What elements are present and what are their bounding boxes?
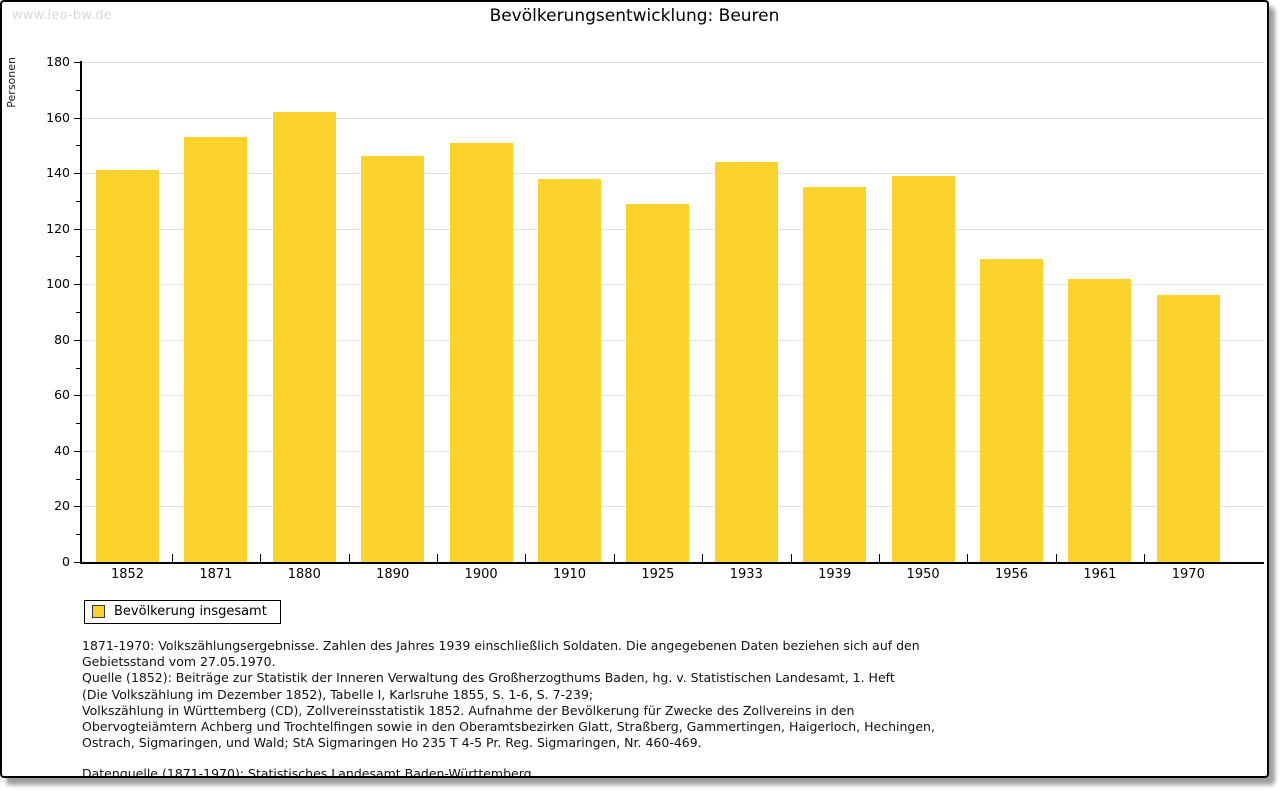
- bar-1970: [1156, 295, 1220, 562]
- x-axis-label-1890: 1890: [376, 567, 410, 582]
- x-axis-label-1933: 1933: [729, 567, 763, 582]
- bar-1900: [449, 142, 513, 562]
- gridline: [82, 173, 1264, 175]
- x-axis-label-1961: 1961: [1083, 567, 1117, 582]
- bar-1871: [184, 137, 248, 562]
- footnote-line: Gebietsstand vom 27.05.1970.: [82, 654, 276, 670]
- bar-1950: [891, 175, 955, 562]
- x-axis-label-1852: 1852: [110, 567, 145, 582]
- x-axis-label-1925: 1925: [641, 567, 675, 582]
- legend-label: Bevölkerung insgesamt: [114, 604, 267, 619]
- footnote-lines: 1871-1970: Volkszählungsergebnisse. Zahl…: [82, 638, 962, 751]
- bar-1956: [980, 259, 1043, 562]
- y-axis-tick: [74, 450, 80, 452]
- y-axis-tick: [74, 284, 80, 286]
- y-axis-minor-tick: [76, 312, 80, 313]
- x-axis-line: [80, 562, 1264, 564]
- y-axis-tick-label: 20: [54, 498, 70, 514]
- footnote-line: 1871-1970: Volkszählungsergebnisse. Zahl…: [82, 638, 920, 653]
- bar-1910: [538, 178, 601, 562]
- x-axis-label-1880: 1880: [287, 567, 321, 582]
- footnote-line: Quelle (1852): Beiträge zur Statistik de…: [82, 670, 895, 686]
- x-axis-tick: [878, 554, 880, 562]
- bar-1925: [626, 203, 690, 562]
- x-axis-tick: [348, 554, 350, 562]
- x-axis-label-1956: 1956: [994, 567, 1029, 582]
- y-axis-minor-tick: [76, 256, 80, 258]
- x-axis-tick: [260, 554, 262, 562]
- footnotes: 1871-1970: Volkszählungsergebnisse. Zahl…: [82, 638, 962, 778]
- y-axis-tick-label: 120: [46, 220, 70, 236]
- bar-1880: [272, 112, 336, 562]
- footnote-line: Obervogteiämtern Achberg und Trochtelfin…: [82, 719, 935, 735]
- x-axis-tick: [613, 554, 615, 562]
- y-axis-tick-label: 80: [54, 331, 70, 347]
- legend: Bevölkerung insgesamt: [84, 600, 281, 624]
- plot-area: 0 20 40 60 80 100 120 140 160 180: [46, 54, 1264, 569]
- chart-page: www.leo-bw.de Bevölkerungsentwicklung: B…: [0, 0, 1269, 778]
- footnote-line: Volkszählung in Württemberg (CD), Zollve…: [82, 702, 855, 718]
- x-axis-label-1871: 1871: [199, 567, 233, 582]
- y-axis-minor-tick: [76, 423, 80, 425]
- y-axis-minor-tick: [76, 534, 80, 536]
- y-axis-tick: [74, 506, 80, 508]
- y-axis-tick-label: 160: [46, 109, 70, 125]
- y-axis-tick: [74, 228, 80, 230]
- y-axis-line: [80, 61, 82, 564]
- x-axis-tick: [702, 554, 704, 562]
- page-title: Bevölkerungsentwicklung: Beuren: [489, 6, 780, 26]
- y-axis-tick: [74, 117, 80, 119]
- y-axis-tick: [74, 62, 80, 63]
- y-axis-tick-label: 40: [54, 442, 70, 458]
- bar-1890: [361, 156, 425, 562]
- x-axis-tick: [1055, 554, 1057, 562]
- x-axis-tick: [967, 554, 969, 562]
- bar-1852: [96, 170, 159, 562]
- y-axis-tick: [74, 173, 80, 175]
- y-axis-minor-tick: [76, 200, 80, 202]
- x-axis-label-1950: 1950: [906, 567, 940, 582]
- gridline: [82, 117, 1264, 119]
- y-axis-tick-label: 140: [46, 165, 70, 181]
- footnote-line: Ostrach, Sigmaringen, und Wald; StA Sigm…: [82, 735, 702, 751]
- x-axis-tick: [1144, 554, 1146, 562]
- x-axis-label-1939: 1939: [818, 567, 852, 582]
- y-axis-minor-tick: [76, 145, 80, 147]
- y-axis-tick: [74, 562, 80, 563]
- y-axis-tick-label: 60: [54, 387, 70, 403]
- legend-swatch-icon: [92, 605, 105, 618]
- x-axis-labels: 1852 1871 1880 1890 1900 1910 1925 1933 1939 1950…: [82, 567, 1264, 587]
- y-axis-tick: [74, 339, 80, 341]
- x-axis-tick: [171, 554, 173, 562]
- x-axis-label-1900: 1900: [464, 567, 498, 582]
- bar-1939: [803, 187, 867, 562]
- x-axis-tick: [436, 554, 438, 562]
- footnote-line: (Die Volkszählung im Dezember 1852), Tab…: [82, 686, 594, 702]
- x-axis-label-1910: 1910: [552, 567, 587, 582]
- gridline: [82, 62, 1264, 63]
- x-axis-label-1970: 1970: [1171, 567, 1205, 582]
- x-axis-tick: [525, 554, 527, 562]
- y-axis-tick-label: 100: [46, 276, 70, 292]
- x-axis-tick: [790, 554, 792, 562]
- datasource-line: Datenquelle (1871-1970): Statistisches L…: [82, 766, 536, 778]
- y-axis-minor-tick: [76, 89, 80, 91]
- bar-1933: [714, 162, 778, 562]
- y-axis-tick-label: 180: [46, 54, 70, 69]
- y-axis-minor-tick: [76, 478, 80, 480]
- y-axis-tick: [74, 395, 80, 397]
- watermark: www.leo-bw.de: [12, 8, 113, 23]
- bar-1961: [1068, 278, 1132, 562]
- y-axis-tick-label: 0: [62, 554, 70, 569]
- y-axis-minor-tick: [76, 367, 80, 369]
